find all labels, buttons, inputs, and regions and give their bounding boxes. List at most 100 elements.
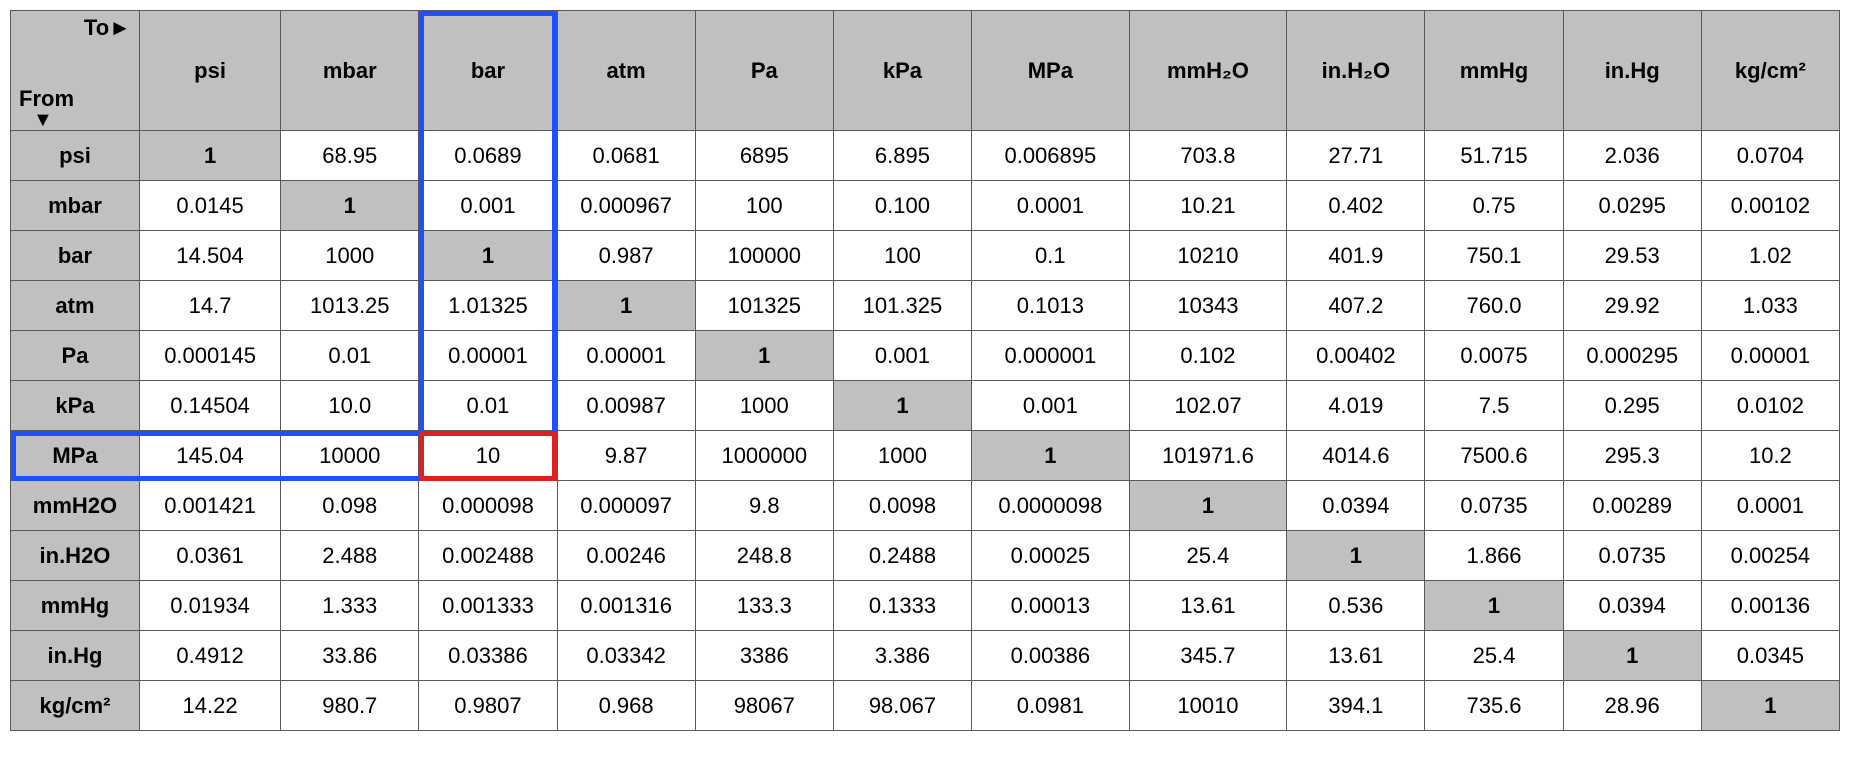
data-cell: 0.536 — [1287, 581, 1425, 631]
table-row: atm14.71013.251.013251101325101.3250.101… — [11, 281, 1840, 331]
table-row: psi168.950.06890.068168956.8950.00689570… — [11, 131, 1840, 181]
data-cell: 0.9807 — [419, 681, 557, 731]
table-row: mmH2O0.0014210.0980.0000980.0000979.80.0… — [11, 481, 1840, 531]
data-cell: 6895 — [695, 131, 833, 181]
row-header: in.H2O — [11, 531, 140, 581]
corner-cell: To► From ▼ — [11, 11, 140, 131]
data-cell: 100 — [833, 231, 971, 281]
data-cell: 1000 — [695, 381, 833, 431]
table-row: in.Hg0.491233.860.033860.0334233863.3860… — [11, 631, 1840, 681]
data-cell: 0.000098 — [419, 481, 557, 531]
row-header: bar — [11, 231, 140, 281]
data-cell: 33.86 — [281, 631, 419, 681]
data-cell: 1 — [972, 431, 1130, 481]
data-cell: 3.386 — [833, 631, 971, 681]
data-cell: 0.0394 — [1563, 581, 1701, 631]
data-cell: 735.6 — [1425, 681, 1563, 731]
table-row: in.H2O0.03612.4880.0024880.00246248.80.2… — [11, 531, 1840, 581]
col-header: psi — [139, 11, 280, 131]
col-header: in.H₂O — [1287, 11, 1425, 131]
data-cell: 14.504 — [139, 231, 280, 281]
data-cell: 0.295 — [1563, 381, 1701, 431]
data-cell: 27.71 — [1287, 131, 1425, 181]
data-cell: 0.000295 — [1563, 331, 1701, 381]
data-cell: 13.61 — [1287, 631, 1425, 681]
data-cell: 0.00254 — [1701, 531, 1839, 581]
data-cell: 1 — [833, 381, 971, 431]
data-cell: 10 — [419, 431, 557, 481]
table-row: Pa0.0001450.010.000010.0000110.0010.0000… — [11, 331, 1840, 381]
data-cell: 0.0001 — [1701, 481, 1839, 531]
data-cell: 0.00246 — [557, 531, 695, 581]
data-cell: 1.866 — [1425, 531, 1563, 581]
data-cell: 0.0098 — [833, 481, 971, 531]
data-cell: 1.333 — [281, 581, 419, 631]
data-cell: 98067 — [695, 681, 833, 731]
data-cell: 0.03386 — [419, 631, 557, 681]
data-cell: 1000 — [281, 231, 419, 281]
data-cell: 0.00386 — [972, 631, 1130, 681]
data-cell: 0.1333 — [833, 581, 971, 631]
data-cell: 703.8 — [1129, 131, 1287, 181]
data-cell: 0.001316 — [557, 581, 695, 631]
data-cell: 6.895 — [833, 131, 971, 181]
data-cell: 0.00013 — [972, 581, 1130, 631]
data-cell: 13.61 — [1129, 581, 1287, 631]
data-cell: 4014.6 — [1287, 431, 1425, 481]
data-cell: 750.1 — [1425, 231, 1563, 281]
data-cell: 0.0102 — [1701, 381, 1839, 431]
data-cell: 0.0075 — [1425, 331, 1563, 381]
data-cell: 345.7 — [1129, 631, 1287, 681]
data-cell: 2.036 — [1563, 131, 1701, 181]
col-header: mbar — [281, 11, 419, 131]
data-cell: 1013.25 — [281, 281, 419, 331]
data-cell: 0.4912 — [139, 631, 280, 681]
to-label: To► — [84, 15, 131, 41]
data-cell: 1.01325 — [419, 281, 557, 331]
data-cell: 0.00001 — [1701, 331, 1839, 381]
data-cell: 0.100 — [833, 181, 971, 231]
data-cell: 0.0735 — [1563, 531, 1701, 581]
data-cell: 9.87 — [557, 431, 695, 481]
col-header: Pa — [695, 11, 833, 131]
data-cell: 0.1 — [972, 231, 1130, 281]
data-cell: 0.00987 — [557, 381, 695, 431]
data-cell: 10210 — [1129, 231, 1287, 281]
row-header: kg/cm² — [11, 681, 140, 731]
table-row: mmHg0.019341.3330.0013330.001316133.30.1… — [11, 581, 1840, 631]
data-cell: 1 — [1701, 681, 1839, 731]
data-cell: 0.001421 — [139, 481, 280, 531]
data-cell: 98.067 — [833, 681, 971, 731]
data-cell: 0.01934 — [139, 581, 280, 631]
data-cell: 0.0000098 — [972, 481, 1130, 531]
data-cell: 0.000097 — [557, 481, 695, 531]
table-body: psi168.950.06890.068168956.8950.00689570… — [11, 131, 1840, 731]
table-row: kPa0.1450410.00.010.00987100010.001102.0… — [11, 381, 1840, 431]
data-cell: 7.5 — [1425, 381, 1563, 431]
data-cell: 0.102 — [1129, 331, 1287, 381]
data-cell: 10343 — [1129, 281, 1287, 331]
data-cell: 295.3 — [1563, 431, 1701, 481]
data-cell: 1 — [1425, 581, 1563, 631]
data-cell: 0.03342 — [557, 631, 695, 681]
data-cell: 0.00001 — [419, 331, 557, 381]
data-cell: 133.3 — [695, 581, 833, 631]
data-cell: 0.00001 — [557, 331, 695, 381]
row-header: mmHg — [11, 581, 140, 631]
data-cell: 14.22 — [139, 681, 280, 731]
data-cell: 1 — [1287, 531, 1425, 581]
data-cell: 0.0001 — [972, 181, 1130, 231]
data-cell: 0.000001 — [972, 331, 1130, 381]
col-header: kg/cm² — [1701, 11, 1839, 131]
row-header: MPa — [11, 431, 140, 481]
data-cell: 10.2 — [1701, 431, 1839, 481]
data-cell: 0.0345 — [1701, 631, 1839, 681]
data-cell: 1 — [419, 231, 557, 281]
data-cell: 0.000967 — [557, 181, 695, 231]
data-cell: 0.00402 — [1287, 331, 1425, 381]
data-cell: 101.325 — [833, 281, 971, 331]
data-cell: 0.0689 — [419, 131, 557, 181]
row-header: atm — [11, 281, 140, 331]
data-cell: 10000 — [281, 431, 419, 481]
table-row: bar14.504100010.9871000001000.110210401.… — [11, 231, 1840, 281]
